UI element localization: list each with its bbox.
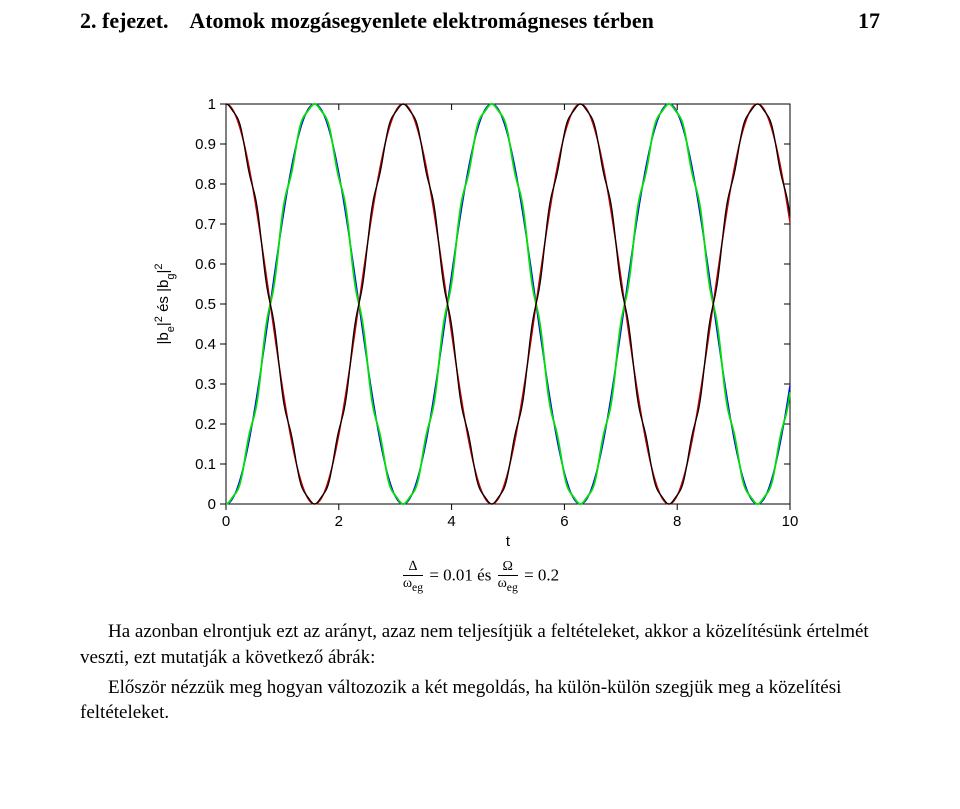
- rabi-oscillation-chart: 00.10.20.30.40.50.60.70.80.91 0246810 t …: [130, 84, 830, 554]
- caption-mid: és: [477, 566, 495, 585]
- chapter-label: 2. fejezet.: [80, 8, 169, 33]
- svg-text:2: 2: [335, 513, 343, 530]
- svg-text:0.7: 0.7: [195, 216, 216, 233]
- paragraph-1: Ha azonban elrontjuk ezt az arányt, azaz…: [80, 619, 880, 670]
- svg-text:10: 10: [782, 513, 799, 530]
- svg-text:|be|2 és |bg|2: |be|2 és |bg|2: [153, 264, 177, 345]
- svg-text:1: 1: [208, 96, 216, 113]
- svg-text:0.8: 0.8: [195, 176, 216, 193]
- svg-text:6: 6: [560, 513, 568, 530]
- caption-frac2-num: Ω: [498, 560, 518, 576]
- svg-text:0.9: 0.9: [195, 136, 216, 153]
- chapter-title: Atomok mozgásegyenlete elektromágneses t…: [189, 8, 654, 33]
- svg-text:0.3: 0.3: [195, 376, 216, 393]
- svg-text:t: t: [506, 533, 511, 550]
- svg-text:0: 0: [208, 496, 216, 513]
- svg-text:0.6: 0.6: [195, 256, 216, 273]
- svg-text:0.1: 0.1: [195, 456, 216, 473]
- page-number: 17: [858, 8, 880, 34]
- paragraph-2: Először nézzük meg hogyan változozik a k…: [80, 675, 880, 726]
- svg-text:0.4: 0.4: [195, 336, 216, 353]
- svg-text:0.5: 0.5: [195, 296, 216, 313]
- caption-frac1-num: ∆: [403, 560, 423, 576]
- caption-eq2: = 0.2: [524, 566, 559, 585]
- svg-text:4: 4: [447, 513, 455, 530]
- svg-text:8: 8: [673, 513, 681, 530]
- svg-text:0: 0: [222, 513, 230, 530]
- svg-text:0.2: 0.2: [195, 416, 216, 433]
- chart-caption: ∆ ωeg = 0.01 és Ω ωeg = 0.2: [130, 560, 830, 593]
- caption-eq1: = 0.01: [429, 566, 473, 585]
